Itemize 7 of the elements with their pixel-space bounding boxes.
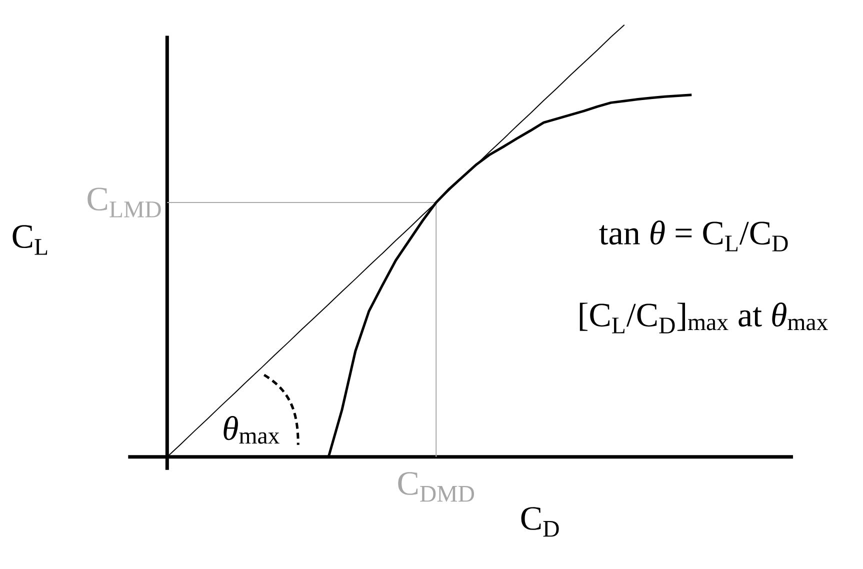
y-axis-title: C$_{L}$ bbox=[12, 225, 48, 255]
annotation: tan θ = C$_{L}$/C$_{D}$ bbox=[599, 220, 788, 252]
text: [C$_{L}$/C$_{D}$]$_{max}$ at θ$_{max}$ bbox=[580, 302, 828, 334]
ref-line-label: C$_{LMD}$ bbox=[88, 188, 161, 218]
x-axis-title: C$_{D}$ bbox=[521, 507, 559, 537]
text: C$_{DMD}$ bbox=[398, 472, 474, 502]
annotation: θ$_{max}$ bbox=[224, 416, 280, 444]
